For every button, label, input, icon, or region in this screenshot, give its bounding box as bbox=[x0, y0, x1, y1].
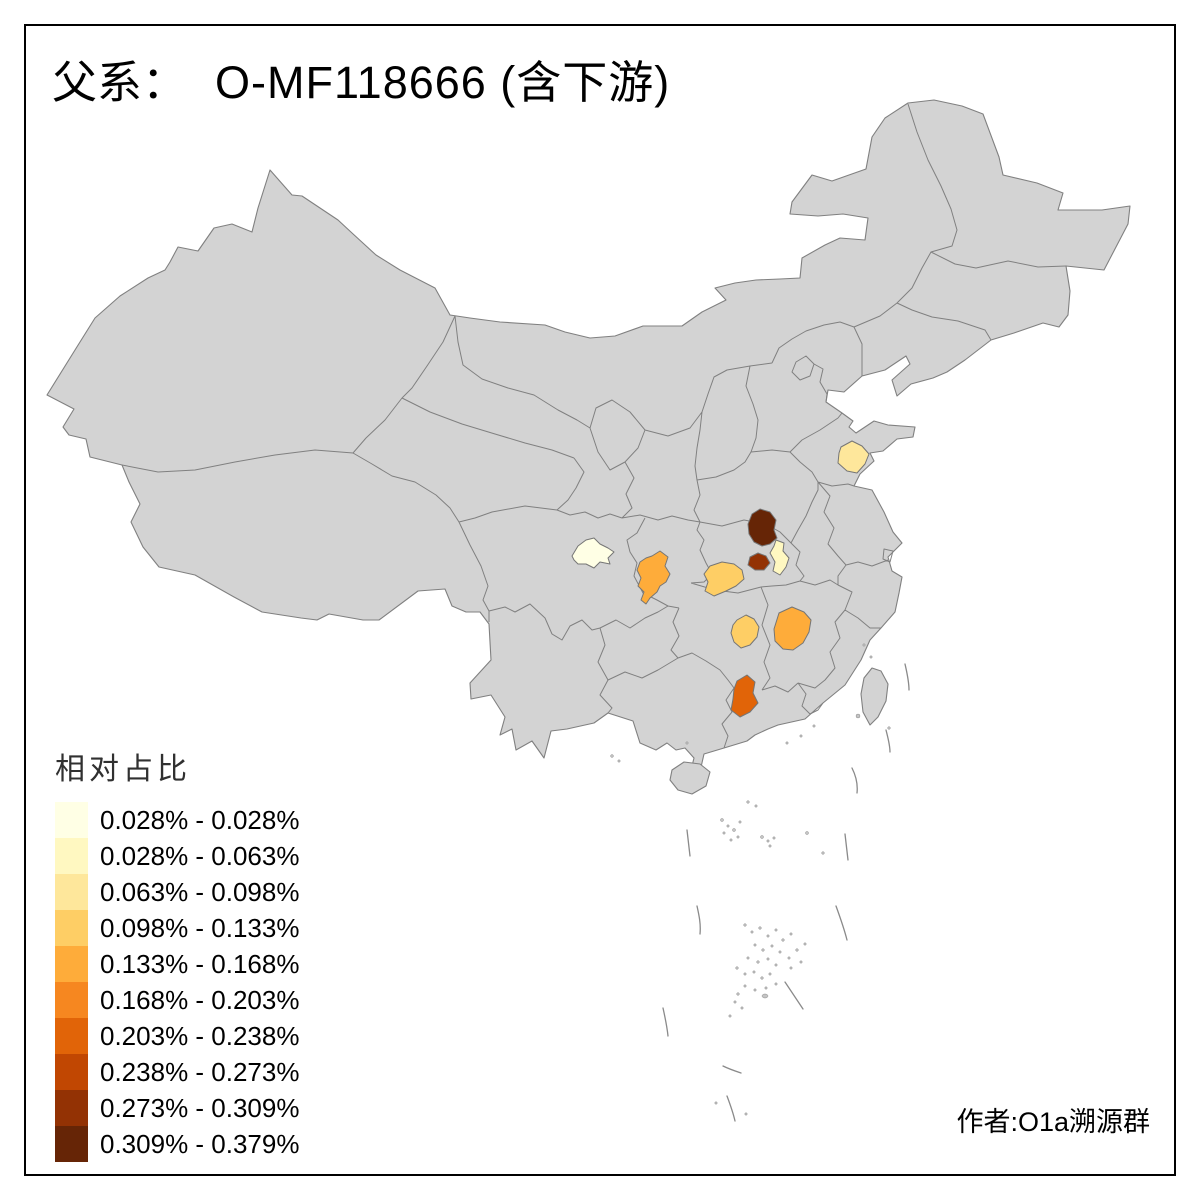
legend-row: 0.133% - 0.168% bbox=[55, 946, 299, 982]
legend-row: 0.168% - 0.203% bbox=[55, 982, 299, 1018]
legend-label: 0.203% - 0.238% bbox=[100, 1020, 300, 1051]
legend-swatch bbox=[55, 1054, 88, 1090]
legend-label: 0.028% - 0.028% bbox=[100, 804, 300, 835]
legend-swatch bbox=[55, 910, 88, 946]
legend-swatch bbox=[55, 946, 88, 982]
legend-swatch bbox=[55, 802, 88, 838]
choropleth-regions bbox=[571, 440, 870, 718]
legend-row: 0.203% - 0.238% bbox=[55, 1018, 299, 1054]
legend-label: 0.063% - 0.098% bbox=[100, 876, 300, 907]
mainland-china-shape bbox=[46, 99, 1131, 777]
legend-label: 0.238% - 0.273% bbox=[100, 1056, 300, 1087]
legend-swatch bbox=[55, 982, 88, 1018]
legend: 相对占比 0.028% - 0.028% 0.028% - 0.063% 0.0… bbox=[55, 752, 299, 1162]
map-region-5 bbox=[730, 614, 760, 649]
map-title-prefix: 父系： bbox=[52, 58, 188, 108]
legend-label: 0.098% - 0.133% bbox=[100, 912, 300, 943]
legend-row: 0.028% - 0.028% bbox=[55, 802, 299, 838]
sea-boundary-dashes bbox=[662, 663, 910, 1122]
legend-row: 0.063% - 0.098% bbox=[55, 874, 299, 910]
map-title: 父系： O-MF118666 (含下游) bbox=[52, 57, 671, 109]
legend-swatch bbox=[55, 1090, 88, 1126]
legend-row: 0.273% - 0.309% bbox=[55, 1090, 299, 1126]
map-region-8 bbox=[730, 674, 759, 718]
map-region-2 bbox=[769, 539, 790, 576]
map-title-main: O-MF118666 (含下游) bbox=[215, 57, 671, 108]
legend-label: 0.133% - 0.168% bbox=[100, 948, 300, 979]
hainan-island-shape bbox=[669, 761, 711, 795]
legend-label: 0.309% - 0.379% bbox=[100, 1128, 300, 1159]
map-region-9 bbox=[747, 552, 771, 571]
map-region-6 bbox=[636, 550, 671, 605]
legend-row: 0.028% - 0.063% bbox=[55, 838, 299, 874]
legend-swatch bbox=[55, 1126, 88, 1162]
taiwan-island-shape bbox=[860, 667, 889, 726]
map-region-10 bbox=[747, 508, 778, 547]
legend-label: 0.168% - 0.203% bbox=[100, 984, 300, 1015]
legend-row: 0.098% - 0.133% bbox=[55, 910, 299, 946]
legend-label: 0.273% - 0.309% bbox=[100, 1092, 300, 1123]
legend-row: 0.238% - 0.273% bbox=[55, 1054, 299, 1090]
legend-swatch bbox=[55, 874, 88, 910]
map-region-1 bbox=[571, 537, 615, 569]
map-region-3 bbox=[837, 440, 870, 474]
sea-islands bbox=[610, 643, 891, 1116]
legend-swatch bbox=[55, 838, 88, 874]
legend-label: 0.028% - 0.063% bbox=[100, 840, 300, 871]
legend-swatch bbox=[55, 1018, 88, 1054]
legend-title: 相对占比 bbox=[55, 753, 191, 786]
map-region-4 bbox=[703, 561, 745, 597]
legend-row: 0.309% - 0.379% bbox=[55, 1126, 299, 1162]
author-credit: 作者:O1a溯源群 bbox=[956, 1107, 1150, 1137]
map-region-7 bbox=[773, 606, 812, 651]
